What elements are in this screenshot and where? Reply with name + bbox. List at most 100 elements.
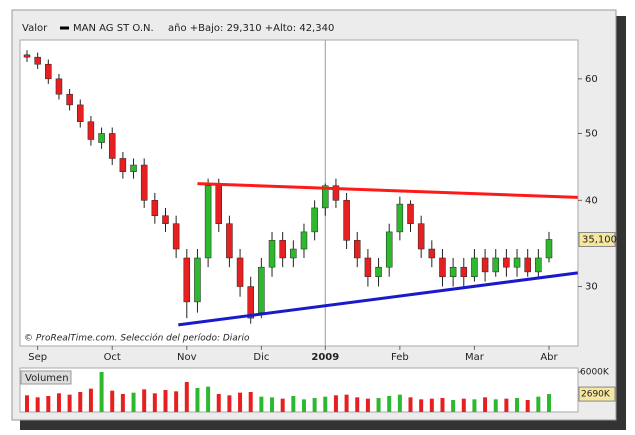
candle-body [513,257,521,268]
volume-bar [461,398,466,412]
candle-body [226,223,233,259]
candle-body [364,257,372,277]
volume-bar [397,394,402,412]
candle-body [385,231,393,268]
volume-title-box [20,370,72,385]
volume-bar [408,397,413,412]
volume-bar [355,397,360,412]
candle-body [215,185,223,224]
volume-bar [25,395,29,412]
volume-bar [344,394,349,412]
last-volume-label: 2690K [581,390,611,400]
volume-bar [99,372,104,412]
x-tick-label: 2009 [311,352,339,363]
candle-body [34,56,41,65]
candle-body [183,257,191,303]
volume-bar [387,396,392,412]
candle-body [66,93,73,106]
volume-bar [163,390,168,412]
candle-body [343,200,350,241]
candle-body [300,231,308,250]
volume-title: Volumen [25,373,69,384]
y-tick-label: 6000K [580,368,610,378]
volume-bar [67,394,72,412]
subtitle: año +Bajo: 29,310 +Alto: 42,340 [168,23,334,34]
volume-bar [46,396,51,412]
volume-bar [216,394,221,412]
volume-bar [504,398,509,412]
candle-body [407,203,414,224]
x-tick-label: Feb [391,352,409,363]
candle-body [353,240,361,259]
volume-bar [291,396,296,412]
candle-body [268,240,276,268]
volume-bar [227,395,232,412]
volume-bar [78,392,83,412]
volume-bar [195,388,200,412]
y-tick-label: 60 [585,74,598,85]
candle-body [311,207,318,233]
candle-body [396,203,404,233]
candle-body [98,133,105,143]
volume-bar [301,399,306,412]
candle-body [471,257,478,277]
x-tick-label: Dic [253,352,269,363]
candle-body [545,239,553,259]
volume-bar [248,392,253,412]
candle-body [535,257,542,273]
trendline [197,182,578,199]
volume-bar [376,398,381,412]
candle-body [290,248,297,259]
volume-bar [142,389,147,412]
y-tick-label: 30 [585,282,598,293]
header-label: Valor [22,23,48,34]
volume-bar [483,397,488,412]
volume-bar [525,400,530,412]
candle-body [258,266,265,313]
candle-body [332,185,340,201]
candle-body [417,223,425,250]
candle-body [236,257,244,287]
last-volume-box [578,386,616,402]
volume-bar [88,388,93,412]
x-tick-label: Mar [465,352,485,363]
volume-bar [515,398,520,412]
volume-bar [270,397,275,412]
volume-bar [536,396,541,412]
volume-bar [259,396,264,412]
candle-body [279,240,286,259]
legend-entry: MAN AG ST O.N. [73,23,154,34]
candle-body [247,286,254,319]
volume-bar [451,400,456,412]
volume-bar [56,393,61,412]
volume-bar [35,397,40,412]
volume-bar [323,396,328,412]
volume-bar [419,399,424,412]
candle-body [151,200,159,216]
volume-bar [440,398,445,412]
candle-body [449,266,457,277]
candle-body [524,257,531,273]
candle-body [119,158,127,173]
last-price-box [578,231,616,247]
volume-bar [174,391,179,412]
annotation: © ProRealTime.com. Selección del período… [24,333,250,344]
volume-bar [312,398,317,412]
y-tick-label: 40 [585,195,598,206]
candle-body [481,257,489,273]
y-tick-label: 50 [585,128,598,139]
volume-bar [493,399,498,412]
candle-body [87,121,95,140]
volume-bar [472,399,477,412]
volume-bar [238,392,243,412]
volume-bar [547,394,551,412]
volume-bar [184,382,189,412]
candle-body [108,133,116,159]
candle-body [45,63,52,80]
volume-bar [110,390,115,412]
candle-body [130,164,137,173]
candle-body [428,248,436,259]
candle-body [204,185,212,259]
candle-body [23,54,31,58]
